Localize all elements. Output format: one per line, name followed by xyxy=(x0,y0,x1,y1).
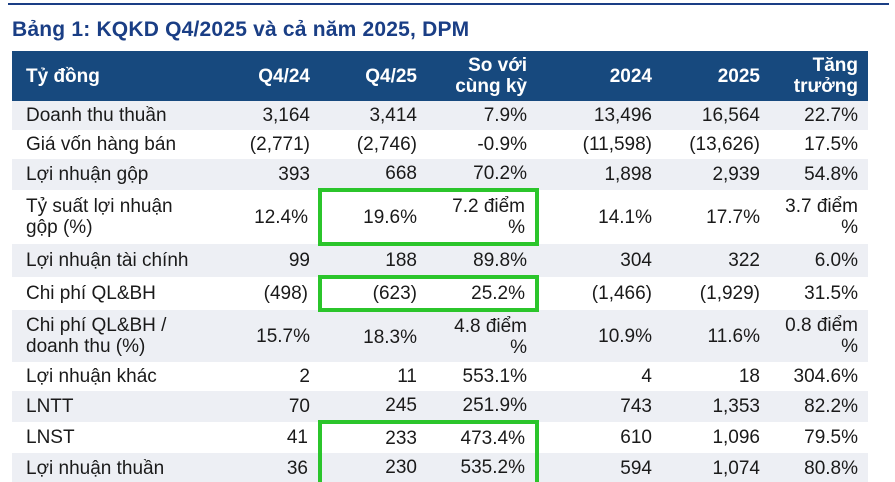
table-cell: 304.6% xyxy=(793,366,858,387)
table-row: LNST 41 233 473.4% 610 1,096 79.5% xyxy=(12,420,868,453)
table-cell: 36 xyxy=(234,453,320,482)
table-cell: 11 xyxy=(397,366,417,387)
table-row: Lợi nhuận thuần 36 230 535.2% 594 1,074 … xyxy=(12,453,868,482)
table-cell: 82.2% xyxy=(770,391,868,422)
table-cell: 251.9% xyxy=(427,391,537,422)
table-cell: 4.8 điểm % xyxy=(427,310,537,362)
table-cell: 6.0% xyxy=(770,244,868,277)
table-cell: 1,074 xyxy=(662,453,770,482)
table-cell: (13,626) xyxy=(689,134,760,155)
table-cell: 22.7% xyxy=(770,101,868,130)
table-cell: 233 xyxy=(318,420,427,453)
table-cell: 668 xyxy=(320,159,427,190)
row-label: Doanh thu thuần xyxy=(12,101,234,130)
table-cell: 3.7 điểm % xyxy=(785,196,858,238)
table-cell: -0.9% xyxy=(477,134,527,155)
table-cell: 1,096 xyxy=(712,427,760,448)
table-cell: 473.4% xyxy=(427,420,539,453)
row-label: Tỷ suất lợi nhuận gộp (%) xyxy=(26,196,173,238)
table-row: Chi phí QL&BH (498) (623) 25.2% (1,466) … xyxy=(12,275,868,312)
row-label: Giá vốn hàng bán xyxy=(26,134,177,155)
table-cell: 89.8% xyxy=(427,244,537,277)
table-cell: 18.3% xyxy=(320,310,427,362)
column-header-2025: 2025 xyxy=(662,51,770,101)
column-header-q4-25: Q4/25 xyxy=(320,51,427,101)
row-label: LNST xyxy=(26,427,75,448)
table-row: Tỷ suất lợi nhuận gộp (%) 12.4% 19.6% 7.… xyxy=(12,188,868,246)
table-cell: 245 xyxy=(320,391,427,422)
row-label: Lợi nhuận gộp xyxy=(12,159,234,190)
table-cell: 393 xyxy=(234,159,320,190)
financial-results-table: Tỷ đồng Q4/24 Q4/25 So với cùng kỳ 2024 … xyxy=(12,51,868,482)
column-header-unit: Tỷ đồng xyxy=(12,51,234,101)
column-header-2024: 2024 xyxy=(537,51,662,101)
column-header-growth: Tăng trưởng xyxy=(770,51,868,101)
table-cell: (1,929) xyxy=(699,283,760,304)
table-cell: 11.6% xyxy=(662,310,770,362)
table-cell: (2,771) xyxy=(249,134,310,155)
table-cell: 610 xyxy=(620,427,652,448)
table-cell: 230 xyxy=(318,453,427,482)
table-cell: 322 xyxy=(662,244,770,277)
table-cell: 17.5% xyxy=(804,134,858,155)
table-cell: 25.2% xyxy=(427,275,539,312)
table-cell: 70 xyxy=(234,391,320,422)
table-cell: 188 xyxy=(320,244,427,277)
table-cell: 3,414 xyxy=(320,101,427,130)
table-cell: 18 xyxy=(738,366,760,387)
table-cell: 13,496 xyxy=(537,101,662,130)
table-cell: 54.8% xyxy=(770,159,868,190)
table-cell: 31.5% xyxy=(804,283,858,304)
table-cell: 4 xyxy=(641,366,652,387)
table-cell: 0.8 điểm % xyxy=(770,310,868,362)
table-cell: 14.1% xyxy=(598,206,652,228)
column-header-yoy: So với cùng kỳ xyxy=(427,51,537,101)
table-cell: 553.1% xyxy=(462,366,527,387)
table-cell: 79.5% xyxy=(804,427,858,448)
table-row: Doanh thu thuần 3,164 3,414 7.9% 13,496 … xyxy=(12,101,868,130)
table-cell: 3,164 xyxy=(234,101,320,130)
table-cell: 41 xyxy=(286,427,308,448)
row-label: Lợi nhuận thuần xyxy=(12,453,234,482)
table-cell: 19.6% xyxy=(318,188,427,246)
table-cell: 1,353 xyxy=(662,391,770,422)
table-cell: 7.9% xyxy=(427,101,537,130)
column-header-q4-24: Q4/24 xyxy=(234,51,320,101)
table-cell: 15.7% xyxy=(234,310,320,362)
table-cell: 743 xyxy=(537,391,662,422)
header-row: Tỷ đồng Q4/24 Q4/25 So với cùng kỳ 2024 … xyxy=(12,51,868,101)
table-cell: 17.7% xyxy=(706,206,760,228)
row-label: Chi phí QL&BH xyxy=(26,283,156,304)
table-cell: (11,598) xyxy=(582,134,652,155)
table-cell: 2 xyxy=(299,366,310,387)
table-cell: 535.2% xyxy=(427,453,539,482)
table-title: Bảng 1: KQKD Q4/2025 và cả năm 2025, DPM xyxy=(12,18,470,41)
table-row: Lợi nhuận tài chính 99 188 89.8% 304 322… xyxy=(12,244,868,277)
table-cell: 594 xyxy=(537,453,662,482)
table-row: Lợi nhuận khác 2 11 553.1% 4 18 304.6% xyxy=(12,362,868,391)
row-label: Lợi nhuận tài chính xyxy=(12,244,234,277)
table-cell: 2,939 xyxy=(662,159,770,190)
table-cell: 1,898 xyxy=(537,159,662,190)
table-row: LNTT 70 245 251.9% 743 1,353 82.2% xyxy=(12,391,868,422)
table-cell: 70.2% xyxy=(427,159,537,190)
table-cell: 16,564 xyxy=(662,101,770,130)
table-cell: 80.8% xyxy=(770,453,868,482)
table-cell: 304 xyxy=(537,244,662,277)
table-cell: 12.4% xyxy=(254,206,308,228)
table-cell: 10.9% xyxy=(537,310,662,362)
table-row: Chi phí QL&BH / doanh thu (%) 15.7% 18.3… xyxy=(12,310,868,362)
table-row: Giá vốn hàng bán (2,771) (2,746) -0.9% (… xyxy=(12,130,868,159)
row-label: Lợi nhuận khác xyxy=(26,366,157,387)
row-label: LNTT xyxy=(12,391,234,422)
table-cell: (1,466) xyxy=(591,283,652,304)
table-row: Lợi nhuận gộp 393 668 70.2% 1,898 2,939 … xyxy=(12,159,868,190)
table-cell: (2,746) xyxy=(356,134,417,155)
table-cell: (623) xyxy=(318,275,427,312)
table-cell: 7.2 điểm % xyxy=(427,188,539,246)
table-cell: (498) xyxy=(263,283,308,304)
table-cell: 99 xyxy=(234,244,320,277)
top-divider xyxy=(8,3,889,5)
row-label: Chi phí QL&BH / doanh thu (%) xyxy=(12,310,234,362)
